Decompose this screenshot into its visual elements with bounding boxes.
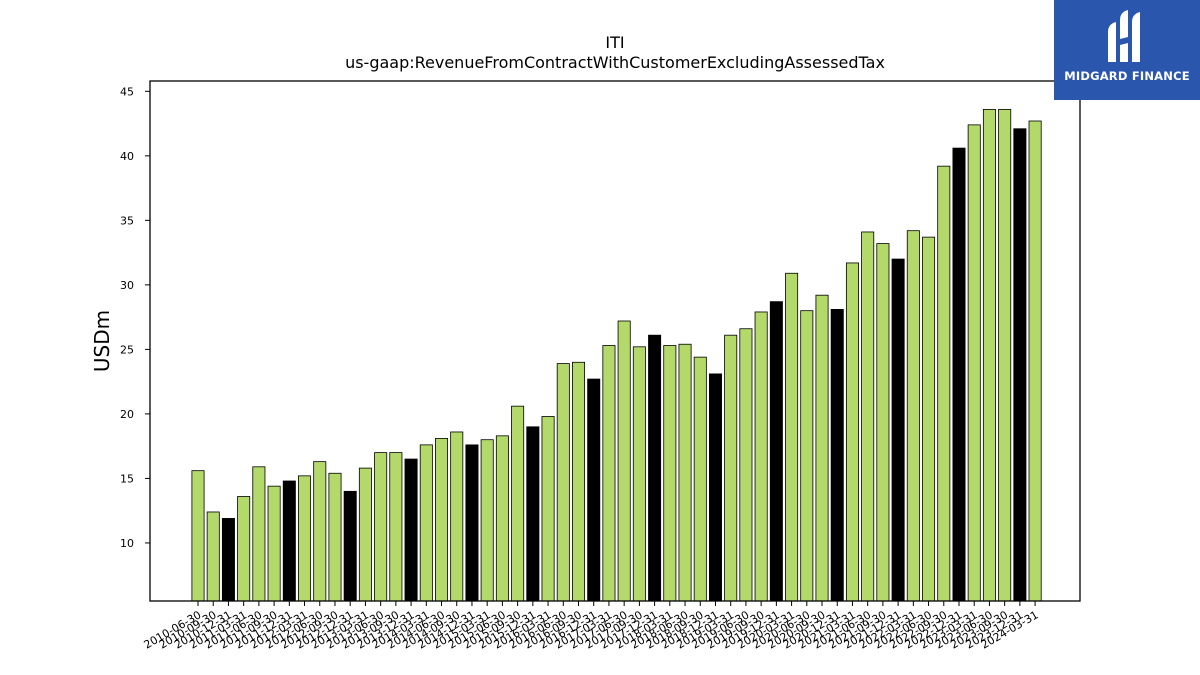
bar-2020-12-31 xyxy=(830,308,844,602)
bar-2016-12-31 xyxy=(587,378,601,602)
y-tick-label: 40 xyxy=(120,150,134,163)
brand-logo: MIDGARD FINANCE xyxy=(1054,0,1200,100)
bar-2011-06-30 xyxy=(252,466,266,602)
bar-2017-12-31 xyxy=(648,334,662,602)
bar-2010-09-30 xyxy=(206,511,220,602)
bar-2023-06-30 xyxy=(982,108,996,602)
bar-2021-09-30 xyxy=(876,243,890,602)
bar-2010-12-31 xyxy=(221,518,235,602)
bar-2019-03-31 xyxy=(724,334,738,602)
bar-2013-09-30 xyxy=(389,452,403,602)
bar-2011-09-30 xyxy=(267,485,281,602)
bar-2014-09-30 xyxy=(450,431,464,602)
bar-2017-03-31 xyxy=(602,345,616,602)
plot-frame xyxy=(149,80,1081,602)
bar-2010-06-30 xyxy=(191,470,205,602)
bar-2018-12-31 xyxy=(708,373,722,602)
y-tick-label: 35 xyxy=(120,214,134,227)
bar-2022-06-30 xyxy=(922,236,936,602)
bar-2014-06-30 xyxy=(435,438,449,602)
bar-2020-09-30 xyxy=(815,294,829,602)
bar-2014-03-31 xyxy=(419,444,433,602)
bar-2020-06-30 xyxy=(800,310,814,602)
bar-2022-12-31 xyxy=(952,147,966,602)
bar-2018-03-31 xyxy=(663,345,677,602)
bar-2011-03-31 xyxy=(237,496,251,602)
bar-2015-06-30 xyxy=(495,435,509,602)
bar-2023-03-31 xyxy=(967,124,981,602)
bar-2019-12-31 xyxy=(769,301,783,602)
bar-2019-06-30 xyxy=(739,328,753,602)
bar-2014-12-31 xyxy=(465,444,479,602)
bar-2024-03-31 xyxy=(1028,120,1042,602)
bar-2015-03-31 xyxy=(480,439,494,602)
bar-2018-09-30 xyxy=(693,356,707,602)
bar-2017-09-30 xyxy=(632,346,646,602)
y-axis-label: USDm xyxy=(90,310,114,372)
bar-2015-09-30 xyxy=(511,405,525,602)
bar-2012-06-30 xyxy=(313,461,327,602)
y-tick-label: 10 xyxy=(120,537,134,550)
bar-2013-03-31 xyxy=(358,467,372,602)
bar-2012-09-30 xyxy=(328,472,342,602)
bar-2012-03-31 xyxy=(298,475,312,602)
y-tick-label: 30 xyxy=(120,279,134,292)
bar-2022-03-31 xyxy=(906,230,920,602)
bar-2021-12-31 xyxy=(891,258,905,602)
bar-2023-12-31 xyxy=(1013,128,1027,602)
bars xyxy=(191,108,1042,602)
bar-2016-06-30 xyxy=(556,363,570,602)
bar-2018-06-30 xyxy=(678,343,692,602)
y-tick-label: 20 xyxy=(120,408,134,421)
y-axis: 10 15 20 25 30 35 40 45 xyxy=(120,85,150,550)
midgard-logo-icon xyxy=(1108,10,1140,62)
bar-2013-06-30 xyxy=(374,452,388,602)
y-tick-label: 25 xyxy=(120,343,134,356)
bar-2016-03-31 xyxy=(541,416,555,602)
chart-subtitle: us-gaap:RevenueFromContractWithCustomerE… xyxy=(345,53,885,72)
x-axis: 2010-06-302010-09-302010-12-312011-03-31… xyxy=(142,601,1041,652)
bar-2012-12-31 xyxy=(343,490,357,602)
bar-2023-09-30 xyxy=(998,108,1012,602)
bar-2015-12-31 xyxy=(526,426,540,602)
y-tick-label: 15 xyxy=(120,472,134,485)
bar-2021-06-30 xyxy=(861,231,875,602)
bar-2016-09-30 xyxy=(572,361,586,602)
bar-2021-03-31 xyxy=(845,262,859,602)
chart-title: ITI xyxy=(605,33,624,52)
bar-2022-09-30 xyxy=(937,165,951,602)
bar-2019-09-30 xyxy=(754,311,768,602)
bar-2011-12-31 xyxy=(282,480,296,602)
y-tick-label: 45 xyxy=(120,85,134,98)
bar-2020-03-31 xyxy=(785,272,799,602)
bar-2013-12-31 xyxy=(404,458,418,602)
logo-text: MIDGARD FINANCE xyxy=(1064,69,1190,83)
bar-2017-06-30 xyxy=(617,320,631,602)
